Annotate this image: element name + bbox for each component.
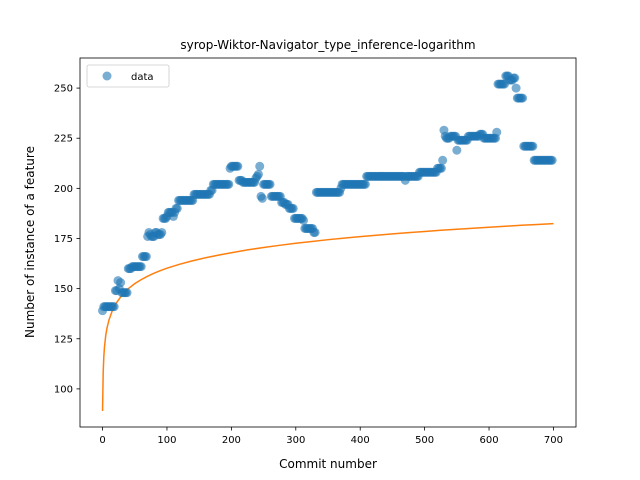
data-point	[157, 228, 166, 237]
data-point	[438, 156, 447, 165]
x-tick-label: 200	[222, 435, 241, 446]
data-point	[361, 180, 370, 189]
data-point	[452, 146, 461, 155]
legend-label-data: data	[131, 72, 154, 83]
data-point	[142, 252, 151, 261]
data-point	[528, 142, 537, 151]
y-tick-label: 200	[54, 184, 73, 195]
data-point	[173, 204, 182, 213]
data-point	[233, 162, 242, 171]
y-tick-label: 225	[54, 134, 73, 145]
data-point	[548, 156, 557, 165]
x-axis-label: Commit number	[279, 457, 377, 471]
x-tick-label: 500	[415, 435, 434, 446]
data-point	[137, 262, 146, 271]
data-point	[311, 228, 320, 237]
x-tick-label: 100	[157, 435, 176, 446]
data-point	[299, 216, 308, 225]
y-tick-label: 125	[54, 334, 73, 345]
data-point	[518, 94, 527, 103]
data-point	[110, 302, 119, 311]
x-tick-label: 300	[286, 435, 305, 446]
x-tick-label: 0	[99, 435, 105, 446]
data-point	[254, 170, 263, 179]
data-point	[258, 194, 267, 203]
chart-title: syrop-Wiktor-Navigator_type_inference-lo…	[180, 38, 475, 52]
x-tick-label: 400	[351, 435, 370, 446]
data-point	[123, 288, 132, 297]
data-point	[492, 128, 501, 137]
data-point	[255, 162, 264, 171]
y-tick-label: 250	[54, 84, 73, 95]
y-tick-label: 150	[54, 284, 73, 295]
x-tick-label: 700	[544, 435, 563, 446]
data-point	[512, 84, 521, 93]
data-point	[437, 164, 446, 173]
data-point	[510, 74, 519, 83]
y-tick-label: 175	[54, 234, 73, 245]
data-point	[289, 204, 298, 213]
y-tick-label: 100	[54, 384, 73, 395]
legend-marker-data	[103, 72, 112, 81]
legend-frame	[87, 65, 169, 87]
data-point	[224, 180, 233, 189]
data-point	[116, 278, 125, 287]
data-point	[266, 180, 275, 189]
x-tick-label: 600	[479, 435, 498, 446]
y-axis-label: Number of instance of a feature	[23, 146, 37, 338]
legend: data	[87, 65, 169, 87]
